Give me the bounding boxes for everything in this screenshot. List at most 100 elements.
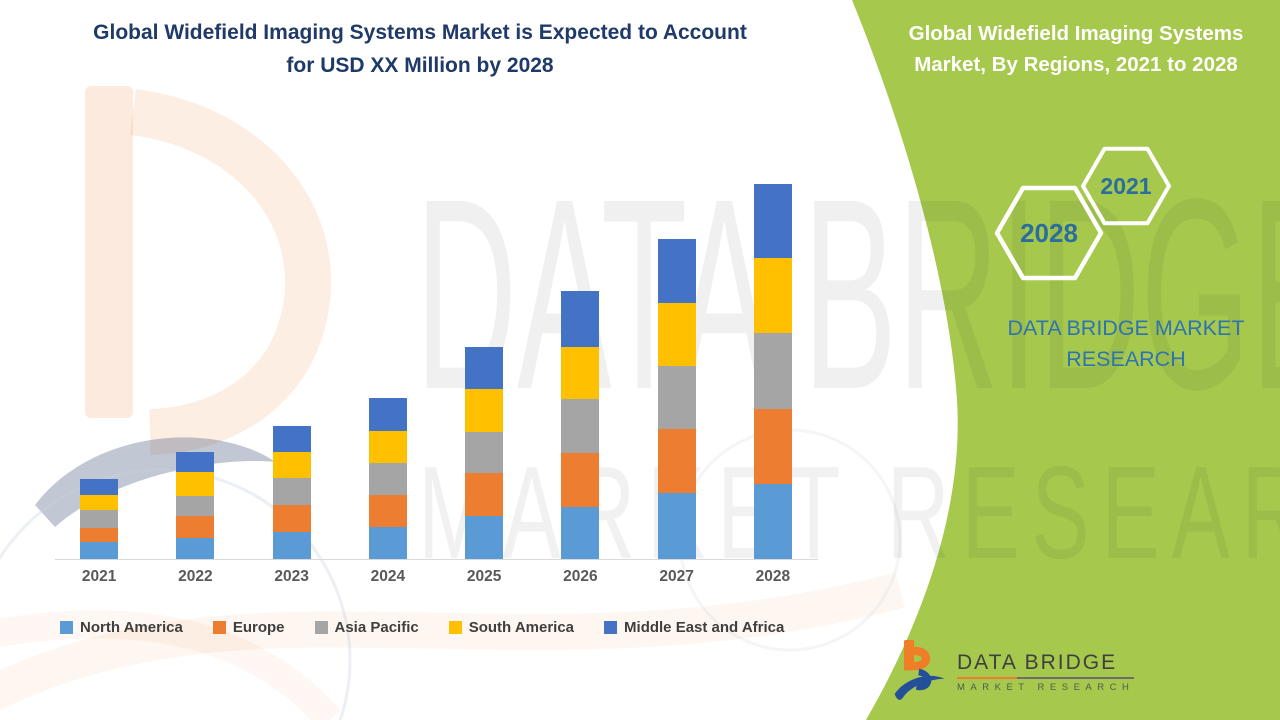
bar-segment-2028-middle-east-and-africa: [753, 184, 792, 258]
legend-swatch-icon: [212, 621, 226, 634]
legend-item-europe: Europe: [212, 619, 285, 636]
chart-legend: North America Europe Asia Pacific South Ame…: [60, 619, 784, 636]
bar-segment-2024-south-america: [368, 431, 407, 463]
legend-item-north-america: North America: [60, 619, 183, 636]
bar-slot-2024: [340, 170, 436, 559]
bar-segment-2025-europe: [465, 473, 504, 516]
bar-segment-2026-asia-pacific: [561, 399, 600, 453]
x-axis-label-2021: 2021: [81, 568, 117, 585]
stacked-bar-2022: [176, 452, 215, 559]
dbmr-logo-rule: [957, 677, 1135, 679]
legend-label: Asia Pacific: [334, 619, 419, 636]
logo-blue-swoosh: [894, 675, 945, 700]
bar-segment-2025-asia-pacific: [465, 432, 504, 473]
stacked-bar-2024: [368, 398, 407, 559]
bar-segment-2023-south-america: [272, 452, 311, 478]
bar-segment-2021-europe: [80, 528, 119, 542]
legend-swatch-icon: [448, 621, 462, 634]
x-axis-label-2024: 2024: [370, 568, 406, 585]
legend-swatch-icon: [314, 621, 328, 634]
dbmr-logo-tagline: MARKET RESEARCH: [957, 682, 1135, 693]
bar-segment-2023-north-america: [272, 532, 311, 559]
logo-blue-bowl: [915, 668, 932, 691]
bar-segment-2025-middle-east-and-africa: [465, 347, 504, 389]
bar-segment-2027-asia-pacific: [657, 366, 696, 429]
bar-segment-2024-europe: [368, 495, 407, 527]
bar-segment-2022-middle-east-and-africa: [176, 452, 215, 472]
bar-segment-2022-north-america: [176, 538, 215, 559]
bar-segment-2027-middle-east-and-africa: [657, 239, 696, 303]
dbmr-logo-name: DATA BRIDGE: [957, 651, 1118, 674]
legend-label: North America: [80, 619, 183, 636]
x-axis-label-2028: 2028: [755, 568, 791, 585]
panel-brand-line1: DATA BRIDGE MARKET: [1007, 316, 1245, 340]
bar-segment-2024-asia-pacific: [368, 463, 407, 495]
bar-segment-2022-europe: [176, 516, 215, 538]
stacked-bar-2027: [657, 239, 696, 559]
bar-segment-2023-middle-east-and-africa: [272, 426, 311, 452]
stacked-bar-2021: [80, 479, 119, 559]
panel-title-line1: Global Widefield Imaging Systems: [908, 22, 1244, 45]
dbmr-logo-icon: [894, 639, 945, 700]
x-axis-label-2022: 2022: [178, 568, 213, 585]
bar-segment-2027-south-america: [657, 303, 696, 366]
bar-segment-2028-asia-pacific: [753, 333, 792, 409]
bar-segment-2022-asia-pacific: [176, 496, 215, 516]
bar-slot-2027: [629, 170, 725, 559]
bar-segment-2024-north-america: [368, 527, 407, 559]
logo-b-bowl: [914, 646, 931, 671]
legend-item-south-america: South America: [448, 619, 575, 636]
watermark-b-bowl: [129, 89, 331, 455]
bar-segment-2021-south-america: [80, 495, 119, 510]
x-axis-label-2025: 2025: [466, 568, 502, 585]
x-axis-labels: 2021 2022 2023 2024 2025 2026 2027 2028: [51, 568, 821, 586]
legend-label: South America: [468, 619, 575, 636]
stacked-bar-2025: [465, 347, 504, 559]
chart-title-line2: for USD XX Million by 2028: [286, 54, 554, 77]
bar-chart-plot-area: [51, 170, 821, 559]
bar-segment-2028-north-america: [753, 484, 792, 559]
bar-segment-2021-middle-east-and-africa: [80, 479, 119, 495]
bar-segment-2024-middle-east-and-africa: [368, 398, 407, 431]
bar-segment-2021-asia-pacific: [80, 510, 119, 528]
watermark-curve-1: [0, 572, 905, 711]
x-axis-label-2027: 2027: [659, 568, 694, 585]
bar-segment-2026-europe: [561, 453, 600, 507]
watermark-curve-2: [0, 610, 341, 720]
x-axis-label-2023: 2023: [274, 568, 309, 585]
bar-slot-2025: [436, 170, 532, 559]
panel-title: Global Widefield Imaging Systems Market,…: [884, 18, 1268, 80]
legend-item-asia-pacific: Asia Pacific: [314, 619, 419, 636]
legend-swatch-icon: [604, 621, 618, 634]
panel-title-line2: Market, By Regions, 2021 to 2028: [914, 53, 1238, 76]
x-axis-line: [55, 559, 818, 560]
bar-segment-2025-south-america: [465, 389, 504, 432]
side-panel-shape: [852, 0, 1280, 720]
watermark-circle-1: [0, 468, 352, 720]
bar-segment-2026-south-america: [561, 347, 600, 399]
stacked-bar-2026: [561, 291, 600, 559]
panel-watermark-line2: MARKET RESEARCH: [418, 439, 1280, 587]
legend-item-middle-east-and-africa: Middle East and Africa: [604, 619, 784, 636]
stacked-bar-2028: [753, 184, 792, 559]
bar-segment-2023-asia-pacific: [272, 478, 311, 505]
bar-segment-2027-north-america: [657, 493, 696, 559]
bar-segment-2028-south-america: [753, 258, 792, 333]
bar-segment-2026-middle-east-and-africa: [561, 291, 600, 347]
watermark-b-stem: [85, 86, 133, 418]
panel-brand-line2: RESEARCH: [1066, 347, 1186, 371]
bar-segment-2022-south-america: [176, 472, 215, 496]
bar-segment-2021-north-america: [80, 542, 119, 559]
bar-slot-2023: [244, 170, 340, 559]
chart-title-line1: Global Widefield Imaging Systems Market …: [93, 21, 747, 44]
panel-watermark-line1: DATA BRIDGE: [415, 142, 1280, 446]
watermark-blue-swoosh: [35, 437, 276, 527]
bar-slot-2022: [147, 170, 243, 559]
bar-segment-2028-europe: [753, 409, 792, 484]
bar-slot-2026: [532, 170, 628, 559]
legend-label: Middle East and Africa: [624, 619, 785, 636]
dbmr-logo: DATA BRIDGE MARKET RESEARCH: [893, 635, 1135, 709]
